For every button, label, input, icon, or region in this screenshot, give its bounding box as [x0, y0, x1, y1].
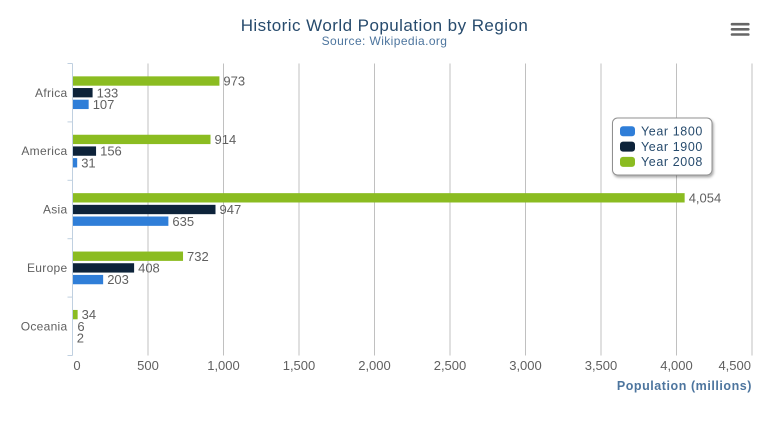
svg-text:Population (millions): Population (millions) [617, 379, 752, 393]
svg-text:203: 203 [107, 272, 129, 287]
svg-text:635: 635 [172, 214, 194, 229]
svg-text:732: 732 [187, 249, 209, 264]
svg-text:133: 133 [97, 85, 119, 100]
svg-text:3,500: 3,500 [585, 358, 618, 373]
svg-text:408: 408 [138, 261, 160, 276]
svg-text:Historic World Population by R: Historic World Population by Region [241, 16, 529, 35]
svg-text:31: 31 [81, 155, 95, 170]
svg-text:2: 2 [77, 331, 84, 346]
svg-text:973: 973 [223, 74, 245, 89]
svg-text:6: 6 [77, 319, 84, 334]
svg-text:1,500: 1,500 [283, 358, 316, 373]
svg-text:America: America [21, 144, 67, 158]
svg-text:3,000: 3,000 [509, 358, 542, 373]
svg-text:156: 156 [100, 144, 122, 159]
svg-text:2,000: 2,000 [358, 358, 391, 373]
svg-text:Oceania: Oceania [21, 319, 68, 333]
svg-text:1,000: 1,000 [207, 358, 240, 373]
svg-text:Africa: Africa [35, 86, 67, 100]
svg-text:4,054: 4,054 [689, 190, 722, 205]
svg-text:Europe: Europe [27, 261, 68, 275]
svg-text:107: 107 [93, 97, 115, 112]
svg-text:914: 914 [215, 132, 237, 147]
svg-text:Source: Wikipedia.org: Source: Wikipedia.org [322, 34, 448, 48]
svg-text:2,500: 2,500 [434, 358, 467, 373]
svg-text:4,000: 4,000 [660, 358, 693, 373]
svg-text:500: 500 [137, 358, 159, 373]
svg-text:34: 34 [82, 307, 96, 322]
svg-text:4,500: 4,500 [718, 358, 751, 373]
svg-text:Year 1900: Year 1900 [641, 140, 703, 154]
svg-text:947: 947 [220, 202, 242, 217]
svg-text:Asia: Asia [43, 203, 68, 217]
svg-text:0: 0 [73, 358, 80, 373]
svg-text:Year 2008: Year 2008 [641, 155, 703, 169]
svg-text:Year 1800: Year 1800 [641, 125, 703, 139]
